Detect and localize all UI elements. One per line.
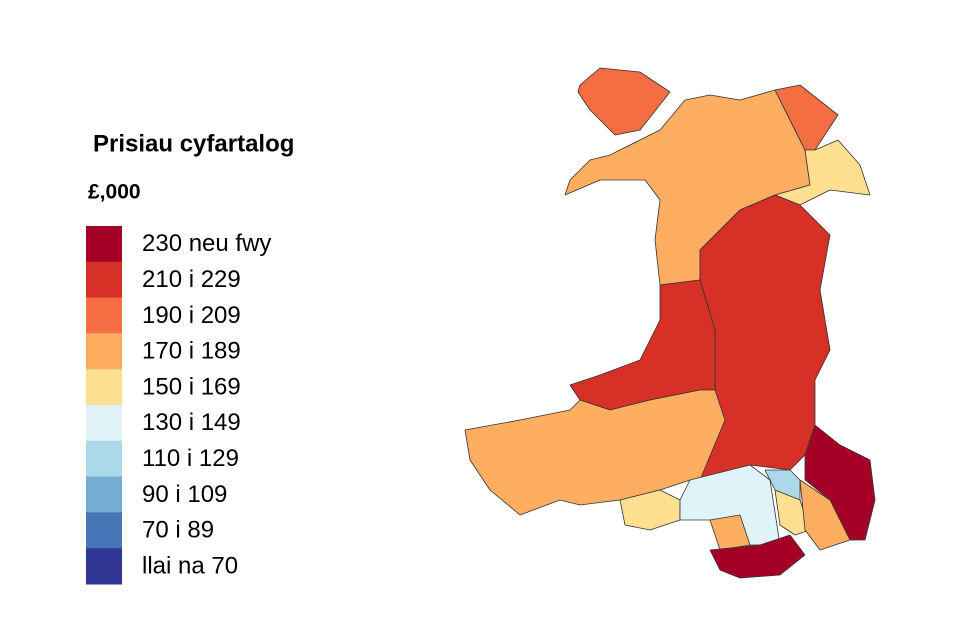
region	[774, 84, 839, 151]
legend-swatch	[86, 476, 122, 513]
legend-swatch	[86, 405, 122, 442]
legend-swatch	[86, 548, 122, 585]
legend-swatch	[86, 333, 122, 370]
region	[577, 67, 671, 136]
legend-label: 70 i 89	[142, 517, 214, 544]
legend-label: 190 i 209	[142, 302, 241, 329]
legend-swatch	[86, 440, 122, 478]
legend-label: 230 neu fwy	[142, 230, 271, 257]
region	[799, 479, 851, 551]
legend-swatch	[86, 226, 122, 263]
legend-label: 110 i 129	[142, 445, 239, 472]
legend-swatch	[86, 369, 122, 406]
legend-label: 130 i 149	[142, 409, 241, 436]
legend-label: 150 i 169	[142, 373, 241, 400]
legend-label: llai na 70	[142, 552, 238, 579]
wales-map	[464, 67, 876, 579]
region	[774, 139, 871, 206]
region	[804, 424, 876, 541]
legend-label: 210 i 229	[142, 266, 241, 293]
region	[709, 514, 751, 551]
legend-label: 90 i 109	[142, 481, 227, 508]
region	[774, 489, 811, 536]
legend: 230 neu fwy 210 i 229 190 i 209 170 i 189 15…	[86, 226, 271, 585]
legend-label: 170 i 189	[142, 338, 241, 365]
region	[709, 534, 806, 579]
legend-swatch	[86, 512, 122, 549]
region	[569, 279, 716, 411]
legend-swatch	[86, 297, 122, 334]
legend-title: Prisiau cyfartalog	[93, 130, 294, 157]
legend-subtitle: £,000	[88, 181, 141, 204]
legend-swatch	[86, 261, 122, 299]
